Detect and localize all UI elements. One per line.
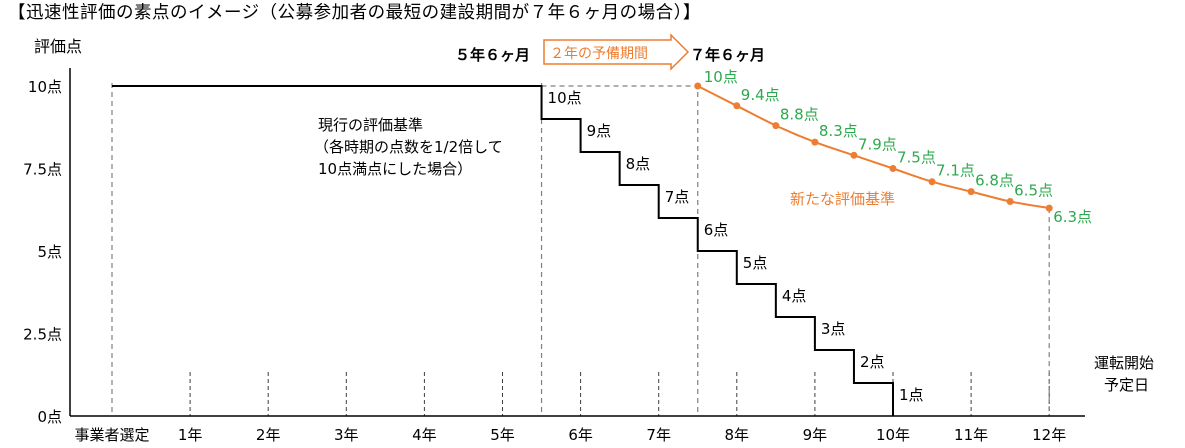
- x-tick-label: 11年: [954, 426, 988, 444]
- x-tick-label: 9年: [803, 426, 828, 444]
- y-tick-label: 0点: [37, 408, 62, 426]
- step-label: 10点: [548, 89, 582, 107]
- x-tick-label: 1年: [178, 426, 203, 444]
- new-criteria-value-label: 6.5点: [1014, 182, 1053, 200]
- new-criteria-point: [1045, 204, 1053, 212]
- step-label: 2点: [860, 353, 885, 371]
- new-criteria-value-label: 10点: [704, 68, 738, 86]
- reserve-period-label: ２年の予備期間: [550, 46, 648, 62]
- x-tick-label: 3年: [334, 426, 359, 444]
- x-tick-label: 7年: [646, 426, 671, 444]
- new-criteria-value-label: 7.9点: [858, 135, 897, 153]
- new-criteria-value-label: 9.4点: [741, 86, 780, 104]
- new-criteria-point: [811, 138, 819, 146]
- y-tick-label: 5点: [37, 243, 62, 261]
- new-criteria-point: [967, 188, 975, 196]
- new-criteria-value-label: 7.1点: [936, 162, 975, 180]
- x-tick-label: 6年: [568, 426, 593, 444]
- new-criteria-value-label: 8.3点: [819, 122, 858, 140]
- current-criteria-note-1: （各時期の点数を1/2倍して: [314, 138, 503, 156]
- y-tick-label: 10点: [28, 78, 62, 96]
- x-axis-label-line2: 予定日: [1104, 376, 1149, 394]
- new-criteria-point: [928, 178, 936, 186]
- x-tick-label: 2年: [256, 426, 281, 444]
- x-tick-label: 12年: [1032, 426, 1066, 444]
- x-tick-label: 4年: [412, 426, 437, 444]
- y-tick-label: 7.5点: [23, 161, 62, 179]
- new-criteria-curve: [697, 85, 1050, 210]
- new-criteria-point: [1006, 198, 1014, 205]
- series-layer: [112, 82, 1053, 416]
- x-tick-label: 8年: [725, 426, 750, 444]
- new-criteria-point: [850, 151, 858, 159]
- current-criteria-note-2: 10点満点にした場合）: [318, 160, 472, 178]
- y-tick-label: 2.5点: [23, 326, 62, 344]
- step-label: 3点: [821, 320, 846, 338]
- new-criteria-point: [733, 102, 741, 110]
- x-tick-label: 事業者選定: [74, 426, 149, 444]
- reserve-period-arrow-shape: [543, 33, 690, 71]
- new-criteria-value-label: 6.8点: [975, 172, 1014, 190]
- new-criteria-point: [694, 82, 702, 90]
- step-label: 6点: [704, 221, 729, 239]
- marker-5y6m-label: ５年６ヶ月: [455, 46, 530, 64]
- x-tick-label: 10年: [876, 426, 910, 444]
- step-label: 1点: [899, 386, 924, 404]
- new-criteria-point: [889, 165, 897, 172]
- new-criteria-label: 新たな評価基準: [790, 190, 895, 208]
- step-label: 4点: [782, 287, 807, 305]
- x-tick-label: 5年: [490, 426, 515, 444]
- current-criteria-label: 現行の評価基準: [318, 116, 423, 134]
- step-label: 9点: [587, 122, 612, 140]
- axes-layer: [69, 68, 1085, 417]
- new-criteria-point: [772, 122, 780, 130]
- chart-title: 【迅速性評価の素点のイメージ（公募参加者の最短の建設期間が７年６ヶ月の場合）】: [8, 3, 701, 23]
- step-label: 5点: [743, 254, 768, 272]
- current-criteria-step-line: [112, 85, 894, 416]
- x-axis-label-line1: 運転開始: [1094, 354, 1154, 372]
- step-label: 8点: [626, 155, 651, 173]
- marker-7y6m-label: ７年６ヶ月: [690, 46, 765, 64]
- new-criteria-value-label: 8.8点: [780, 106, 819, 124]
- y-axis-label: 評価点: [34, 37, 82, 56]
- step-label: 7点: [665, 188, 690, 206]
- new-criteria-value-label: 6.3点: [1053, 208, 1092, 226]
- new-criteria-value-label: 7.5点: [897, 149, 936, 167]
- reserve-period-arrow: ２年の予備期間: [543, 33, 690, 71]
